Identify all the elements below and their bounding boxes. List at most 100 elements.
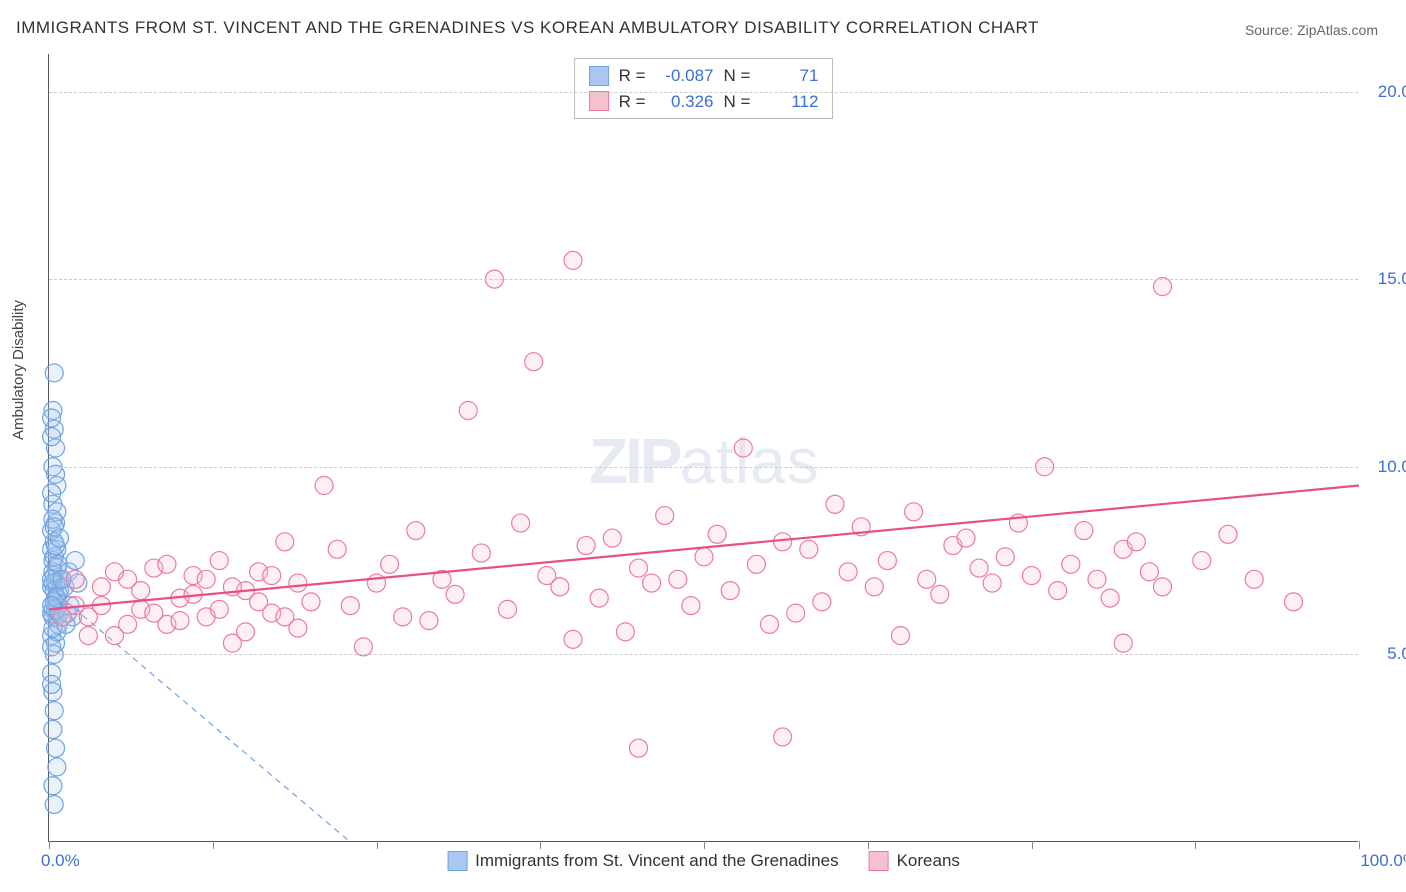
data-point: [1285, 593, 1303, 611]
data-point: [47, 465, 65, 483]
data-point: [931, 585, 949, 603]
data-point: [669, 570, 687, 588]
data-point: [865, 578, 883, 596]
data-point: [328, 540, 346, 558]
data-point: [1075, 522, 1093, 540]
data-point: [564, 630, 582, 648]
legend-swatch-1: [869, 851, 889, 871]
chart-title: IMMIGRANTS FROM ST. VINCENT AND THE GREN…: [16, 18, 1039, 38]
x-axis-max-label: 100.0%: [1360, 851, 1406, 871]
data-point: [1023, 567, 1041, 585]
x-tick: [1032, 841, 1033, 849]
data-point: [44, 777, 62, 795]
data-point: [656, 507, 674, 525]
data-point: [630, 739, 648, 757]
data-point: [341, 597, 359, 615]
data-point: [643, 574, 661, 592]
data-point: [210, 600, 228, 618]
x-tick: [377, 841, 378, 849]
data-point: [45, 702, 63, 720]
data-point: [1088, 570, 1106, 588]
data-point: [302, 593, 320, 611]
y-tick-label: 15.0%: [1378, 269, 1406, 289]
data-point: [354, 638, 372, 656]
data-point: [616, 623, 634, 641]
data-point: [499, 600, 517, 618]
data-point: [472, 544, 490, 562]
data-point: [577, 537, 595, 555]
stats-legend: R =-0.087 N =71 R =0.326 N =112: [574, 58, 834, 119]
data-point: [407, 522, 425, 540]
source-label: Source: ZipAtlas.com: [1245, 22, 1378, 38]
data-point: [158, 555, 176, 573]
data-point: [695, 548, 713, 566]
legend-label-0: Immigrants from St. Vincent and the Gren…: [475, 851, 838, 871]
data-point: [394, 608, 412, 626]
data-point: [1140, 563, 1158, 581]
data-point: [119, 615, 137, 633]
swatch-blue: [589, 66, 609, 86]
data-point: [564, 251, 582, 269]
data-point: [747, 555, 765, 573]
data-point: [774, 728, 792, 746]
legend-swatch-0: [447, 851, 467, 871]
data-point: [210, 552, 228, 570]
x-tick: [1195, 841, 1196, 849]
data-point: [603, 529, 621, 547]
data-point: [276, 608, 294, 626]
data-point: [892, 627, 910, 645]
data-point: [66, 552, 84, 570]
data-point: [132, 582, 150, 600]
data-point: [45, 795, 63, 813]
data-point: [43, 484, 61, 502]
data-point: [1101, 589, 1119, 607]
data-point: [250, 593, 268, 611]
data-point: [171, 612, 189, 630]
data-point: [983, 574, 1001, 592]
data-point: [145, 604, 163, 622]
data-point: [1154, 578, 1172, 596]
data-point: [1049, 582, 1067, 600]
data-point: [761, 615, 779, 633]
data-point: [1114, 634, 1132, 652]
legend-bottom: Immigrants from St. Vincent and the Gren…: [447, 851, 960, 871]
gridline: [49, 279, 1358, 280]
data-point: [79, 627, 97, 645]
x-axis-min-label: 0.0%: [41, 851, 80, 871]
data-point: [43, 428, 61, 446]
data-point: [590, 589, 608, 607]
x-tick: [49, 841, 50, 849]
data-point: [289, 574, 307, 592]
data-point: [446, 585, 464, 603]
scatter-svg: [49, 54, 1358, 841]
swatch-pink: [589, 91, 609, 111]
data-point: [197, 570, 215, 588]
legend-label-1: Koreans: [897, 851, 960, 871]
data-point: [106, 563, 124, 581]
data-point: [459, 401, 477, 419]
data-point: [774, 533, 792, 551]
data-point: [53, 608, 71, 626]
data-point: [92, 578, 110, 596]
data-point: [381, 555, 399, 573]
data-point: [44, 720, 62, 738]
data-point: [1154, 278, 1172, 296]
y-tick-label: 10.0%: [1378, 457, 1406, 477]
data-point: [237, 623, 255, 641]
x-tick: [540, 841, 541, 849]
data-point: [839, 563, 857, 581]
data-point: [1062, 555, 1080, 573]
data-point: [1245, 570, 1263, 588]
data-point: [734, 439, 752, 457]
data-point: [813, 593, 831, 611]
data-point: [551, 578, 569, 596]
plot-area: ZIPatlas R =-0.087 N =71 R =0.326 N =112…: [48, 54, 1358, 842]
data-point: [1193, 552, 1211, 570]
data-point: [682, 597, 700, 615]
gridline: [49, 467, 1358, 468]
data-point: [43, 638, 61, 656]
data-point: [276, 533, 294, 551]
data-point: [48, 758, 66, 776]
data-point: [45, 364, 63, 382]
data-point: [47, 739, 65, 757]
